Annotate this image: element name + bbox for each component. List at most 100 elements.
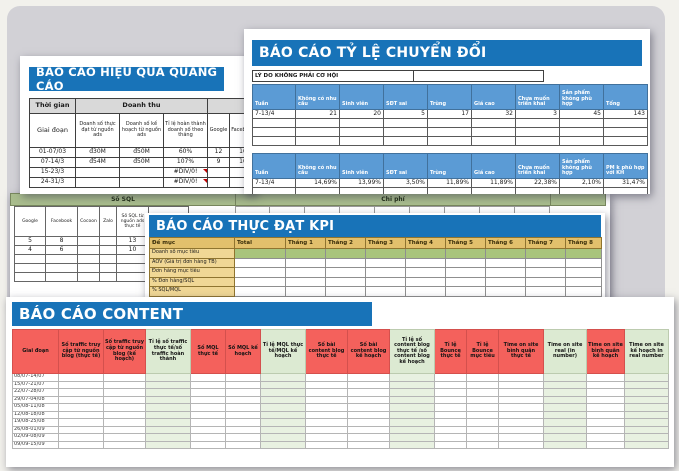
table-cell[interactable]	[365, 276, 406, 287]
table-cell[interactable]	[190, 380, 226, 389]
table-cell[interactable]	[471, 127, 516, 137]
table-cell[interactable]	[383, 127, 428, 137]
table-cell[interactable]	[190, 403, 226, 412]
table-cell[interactable]: 29/07-04/08	[12, 395, 59, 404]
table-cell[interactable]	[498, 433, 544, 442]
table-cell[interactable]: đ54M	[75, 157, 120, 168]
table-cell[interactable]	[389, 410, 435, 419]
table-cell[interactable]	[559, 118, 604, 128]
table-cell[interactable]	[525, 286, 566, 297]
table-cell[interactable]: 05/08-11/08	[12, 403, 59, 412]
table-cell[interactable]	[434, 380, 467, 389]
table-cell[interactable]	[234, 276, 286, 287]
table-cell[interactable]: 09/09-15/09	[12, 440, 59, 449]
table-cell[interactable]	[325, 276, 366, 287]
table-cell[interactable]	[466, 418, 499, 427]
table-cell[interactable]	[260, 380, 306, 389]
table-cell[interactable]	[190, 418, 226, 427]
table-cell[interactable]	[485, 248, 526, 259]
table-cell[interactable]: % SQL/MQL	[149, 286, 235, 297]
table-cell[interactable]	[347, 395, 390, 404]
table-cell[interactable]	[252, 127, 296, 137]
table-cell[interactable]: 12	[207, 147, 230, 158]
table-cell[interactable]	[103, 380, 146, 389]
table-cell[interactable]	[586, 425, 625, 434]
table-cell[interactable]	[58, 403, 104, 412]
table-cell[interactable]	[260, 425, 306, 434]
table-cell[interactable]	[543, 433, 587, 442]
table-cell[interactable]	[347, 373, 390, 382]
table-cell[interactable]	[103, 440, 146, 449]
table-cell[interactable]	[225, 418, 261, 427]
table-cell[interactable]	[586, 440, 625, 449]
table-cell[interactable]	[543, 410, 587, 419]
table-cell[interactable]: 60%	[163, 147, 208, 158]
table-cell[interactable]: 15-23/3	[29, 167, 76, 178]
table-cell[interactable]: 02/09-08/09	[12, 433, 59, 442]
table-cell[interactable]	[525, 276, 566, 287]
table-cell[interactable]: 143	[603, 109, 648, 119]
table-cell[interactable]	[515, 136, 560, 146]
table-cell[interactable]: 13,99%	[339, 178, 384, 188]
table-cell[interactable]	[305, 410, 348, 419]
table-cell[interactable]	[405, 267, 446, 278]
table-cell[interactable]	[305, 418, 348, 427]
table-cell[interactable]	[116, 272, 149, 282]
table-cell[interactable]	[586, 388, 625, 397]
table-cell[interactable]	[99, 272, 117, 282]
table-cell[interactable]	[260, 373, 306, 382]
table-cell[interactable]	[99, 245, 117, 255]
table-cell[interactable]	[190, 440, 226, 449]
table-cell[interactable]	[445, 267, 486, 278]
table-cell[interactable]	[559, 136, 604, 146]
table-cell[interactable]	[225, 425, 261, 434]
table-cell[interactable]: 5	[383, 109, 428, 119]
table-cell[interactable]	[434, 440, 467, 449]
table-cell[interactable]	[485, 257, 526, 268]
table-cell[interactable]	[565, 267, 602, 278]
table-cell[interactable]	[543, 403, 587, 412]
table-cell[interactable]	[559, 127, 604, 137]
table-cell[interactable]	[325, 257, 366, 268]
table-cell[interactable]	[103, 403, 146, 412]
table-cell[interactable]	[207, 167, 230, 178]
table-cell[interactable]: 7-13/4	[252, 178, 296, 188]
table-cell[interactable]	[466, 380, 499, 389]
table-cell[interactable]	[339, 127, 384, 137]
table-cell[interactable]	[498, 380, 544, 389]
table-cell[interactable]	[466, 403, 499, 412]
table-cell[interactable]	[347, 433, 390, 442]
table-cell[interactable]	[58, 380, 104, 389]
table-cell[interactable]: 9	[207, 157, 230, 168]
table-cell[interactable]	[586, 418, 625, 427]
table-cell[interactable]	[624, 425, 669, 434]
table-cell[interactable]	[445, 248, 486, 259]
table-cell[interactable]	[339, 118, 384, 128]
table-cell[interactable]	[58, 410, 104, 419]
table-cell[interactable]	[225, 380, 261, 389]
table-cell[interactable]: 20	[339, 109, 384, 119]
table-cell[interactable]	[234, 248, 286, 259]
table-cell[interactable]	[58, 373, 104, 382]
table-cell[interactable]: 21	[295, 109, 340, 119]
table-cell[interactable]	[58, 433, 104, 442]
table-cell[interactable]	[434, 425, 467, 434]
table-cell[interactable]	[14, 254, 46, 264]
table-cell[interactable]	[14, 272, 46, 282]
table-cell[interactable]	[434, 388, 467, 397]
table-cell[interactable]	[295, 187, 340, 194]
table-cell[interactable]	[466, 388, 499, 397]
table-cell[interactable]	[260, 433, 306, 442]
table-cell[interactable]: 107%	[163, 157, 208, 168]
table-cell[interactable]	[305, 433, 348, 442]
table-cell[interactable]	[586, 433, 625, 442]
table-cell[interactable]	[603, 187, 648, 194]
table-cell[interactable]	[305, 440, 348, 449]
table-cell[interactable]	[525, 267, 566, 278]
table-cell[interactable]	[190, 388, 226, 397]
table-cell[interactable]: 26/08-01/09	[12, 425, 59, 434]
table-cell[interactable]: 07-14/3	[29, 157, 76, 168]
table-cell[interactable]	[58, 388, 104, 397]
table-cell[interactable]	[434, 410, 467, 419]
table-cell[interactable]	[347, 440, 390, 449]
